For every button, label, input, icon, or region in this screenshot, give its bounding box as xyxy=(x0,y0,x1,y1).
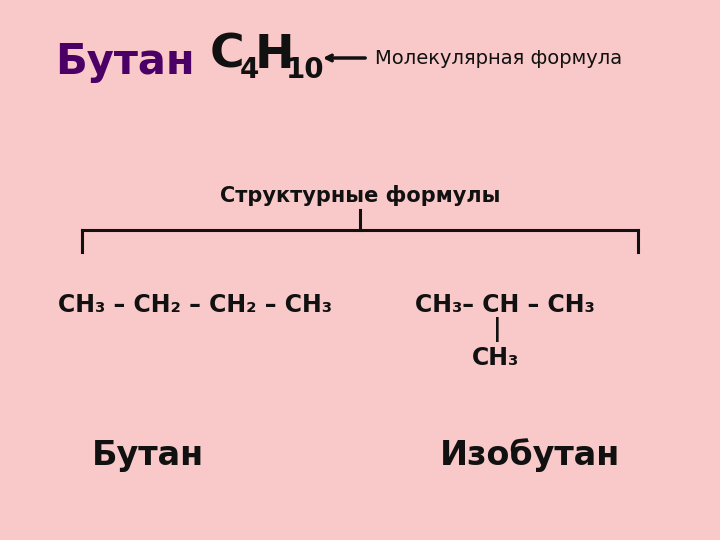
Text: 4: 4 xyxy=(240,56,259,84)
Text: Молекулярная формула: Молекулярная формула xyxy=(375,49,622,68)
Text: H: H xyxy=(255,32,294,78)
Text: Изобутан: Изобутан xyxy=(440,438,620,472)
Text: Бутан: Бутан xyxy=(55,41,194,83)
Text: 10: 10 xyxy=(286,56,325,84)
Text: Структурные формулы: Структурные формулы xyxy=(220,185,500,206)
Text: Бутан: Бутан xyxy=(92,438,204,471)
Text: C: C xyxy=(210,32,245,78)
Text: |: | xyxy=(492,318,501,342)
Text: CH₃: CH₃ xyxy=(472,346,519,370)
Text: CH₃– CH – CH₃: CH₃– CH – CH₃ xyxy=(415,293,595,317)
Text: CH₃ – CH₂ – CH₂ – CH₃: CH₃ – CH₂ – CH₂ – CH₃ xyxy=(58,293,332,317)
